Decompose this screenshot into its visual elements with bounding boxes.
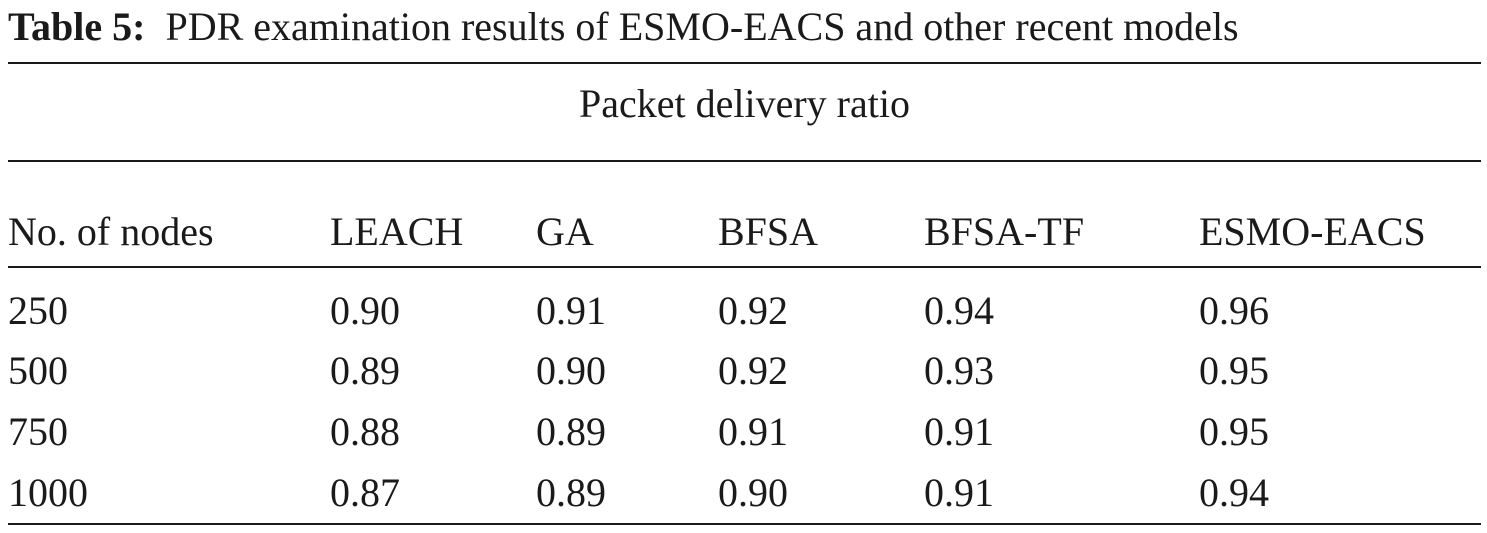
table-cell: 0.89 [536,470,606,515]
table-cell: 0.95 [1199,409,1269,454]
table-cell: 0.92 [718,288,788,333]
table-cell: 0.94 [924,288,994,333]
header-rule [8,266,1481,268]
span-header: Packet delivery ratio [579,81,910,126]
table-title: PDR examination results of ESMO-EACS and… [165,4,1239,49]
table-cell: 500 [8,348,68,393]
table-cell: 0.90 [536,348,606,393]
column-header: No. of nodes [8,209,214,254]
table-cell: 0.91 [536,288,606,333]
table-cell: 0.87 [330,470,400,515]
table-cell: 0.93 [924,348,994,393]
column-header: GA [536,209,594,254]
table-cell: 0.91 [924,470,994,515]
table-cell: 0.90 [330,288,400,333]
table-cell: 0.88 [330,409,400,454]
table-cell: 1000 [8,470,88,515]
table-cell: 0.89 [536,409,606,454]
column-header: ESMO-EACS [1199,209,1426,254]
table-cell: 0.91 [924,409,994,454]
column-header: LEACH [330,209,464,254]
table-caption: Table 5: PDR examination results of ESMO… [8,2,1239,52]
table-cell: 0.90 [718,470,788,515]
table-cell: 0.96 [1199,288,1269,333]
table-label: Table 5: [8,4,146,49]
table-cell: 0.89 [330,348,400,393]
table-cell: 0.91 [718,409,788,454]
mid-rule [8,160,1481,162]
table-cell: 0.92 [718,348,788,393]
column-header: BFSA-TF [924,209,1085,254]
top-rule [8,62,1481,64]
table-cell: 0.94 [1199,470,1269,515]
column-header: BFSA [718,209,819,254]
bottom-rule [8,523,1481,525]
table-cell: 250 [8,288,68,333]
table-cell: 750 [8,409,68,454]
table-cell: 0.95 [1199,348,1269,393]
